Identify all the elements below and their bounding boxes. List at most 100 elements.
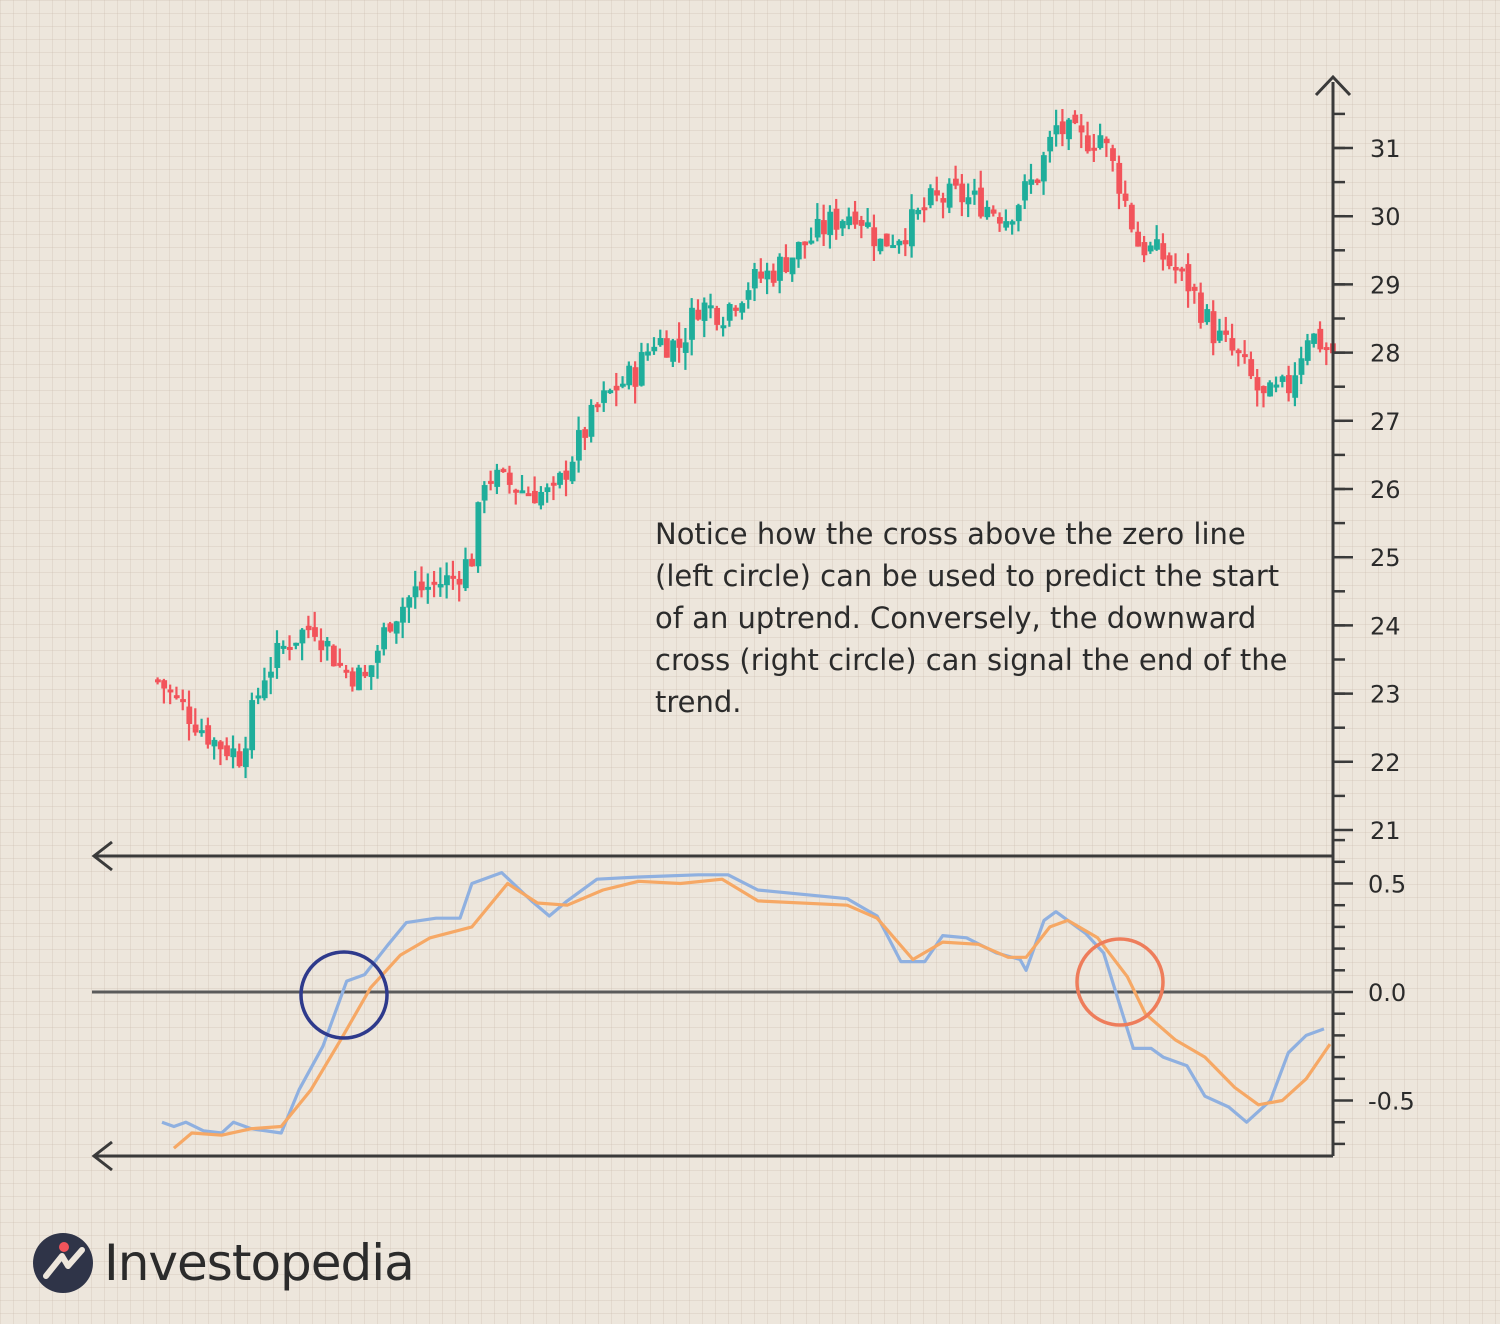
candle-up [865, 222, 871, 227]
candle-up [726, 303, 733, 321]
candle-up [261, 680, 268, 699]
candle-up [1279, 376, 1286, 382]
candle-up [462, 559, 469, 589]
candle-up [230, 748, 237, 758]
candle-up [280, 645, 287, 649]
candle-up [745, 290, 752, 300]
candle-down [1128, 204, 1135, 230]
candle-up [896, 240, 903, 246]
candle-down [205, 725, 212, 745]
candle-down [330, 645, 337, 667]
candle-up [444, 575, 450, 586]
signal-series-line [172, 877, 1332, 1150]
candle-wick [407, 595, 411, 623]
price-tick-label: 25 [1370, 544, 1401, 572]
candle-wick [294, 642, 297, 650]
candle-up [268, 671, 274, 678]
candle-up [971, 190, 978, 195]
candle-down [1084, 135, 1091, 152]
candle-down [488, 480, 494, 484]
candle-down [783, 257, 790, 273]
candle-wick [759, 258, 762, 284]
candle-down [1229, 338, 1236, 351]
crossover-circles [299, 937, 1165, 1040]
brand-name: Investopedia [104, 1234, 415, 1292]
candle-up [827, 211, 834, 236]
candle-down [833, 208, 840, 230]
candle-wick [891, 234, 894, 248]
candle-down [173, 695, 180, 699]
candle-wick [1237, 348, 1240, 367]
candle-up [607, 390, 614, 394]
axis-arrow-up-icon [1314, 74, 1352, 97]
candle-up [682, 342, 689, 353]
candle-up [293, 642, 300, 646]
candle-wick [1029, 163, 1033, 194]
candle-wick [621, 376, 624, 389]
candle-up [751, 268, 758, 289]
candle-up [249, 700, 256, 751]
candle-up [324, 640, 331, 647]
candle-up [689, 307, 695, 340]
candle-down [236, 751, 243, 767]
brand-logo: Investopedia [32, 1228, 415, 1298]
annotation-text: Notice how the cross above the zero line… [655, 517, 1288, 719]
candle-up [1292, 375, 1299, 398]
candle-wick [489, 470, 492, 491]
candle-down [613, 385, 620, 391]
candle-up [198, 730, 205, 734]
candle-up [538, 491, 545, 506]
candle-up [588, 404, 595, 437]
candle-up [846, 216, 852, 226]
candle-down [632, 367, 639, 387]
candle-down [1179, 268, 1185, 272]
candle-down [167, 689, 174, 693]
candle-down [550, 482, 557, 486]
candle-down [1091, 147, 1098, 151]
candle-wick [935, 176, 938, 202]
price-axis: 21 22 23 24 25 26 27 28 29 30 31 [1314, 74, 1401, 857]
candle-down [1103, 138, 1110, 144]
candle-up [795, 242, 802, 260]
candle-up [946, 183, 953, 208]
candle-down [959, 183, 966, 203]
candle-down [1323, 347, 1330, 351]
price-tick-label: 22 [1370, 749, 1401, 777]
candle-down [1078, 125, 1085, 133]
candle-down [1110, 148, 1116, 161]
candle-up [645, 351, 651, 356]
candle-up [557, 472, 563, 485]
candle-up [814, 218, 821, 238]
candle-wick [954, 165, 957, 190]
candle-down [431, 581, 438, 585]
candle-down [802, 241, 808, 246]
candle-wick [213, 737, 216, 760]
candle-down [1198, 292, 1204, 323]
price-tick-label: 24 [1370, 612, 1401, 640]
candle-up [789, 257, 796, 275]
candle-down [1286, 375, 1292, 394]
candle-up [381, 627, 388, 650]
candle-down [418, 581, 425, 591]
candle-wick [652, 337, 656, 355]
candle-down [858, 220, 865, 226]
candle-down [1185, 264, 1192, 292]
candle-wick [1274, 376, 1278, 393]
candle-up [299, 629, 306, 644]
candle-up [1147, 245, 1154, 252]
candle-wick [1325, 342, 1328, 366]
candle-down [337, 662, 344, 666]
candle-wick [439, 567, 442, 597]
candle-down [1122, 193, 1129, 201]
candle-up [481, 485, 488, 501]
candle-down [525, 493, 532, 497]
candle-up [701, 302, 708, 321]
candle-wick [546, 483, 549, 503]
candle-wick [162, 678, 165, 704]
candle-down [456, 578, 463, 585]
price-tick-label: 29 [1370, 271, 1401, 299]
candle-down [1172, 266, 1179, 271]
candle-down [1248, 359, 1255, 377]
candle-up [1015, 205, 1022, 222]
candle-up [1003, 221, 1010, 228]
